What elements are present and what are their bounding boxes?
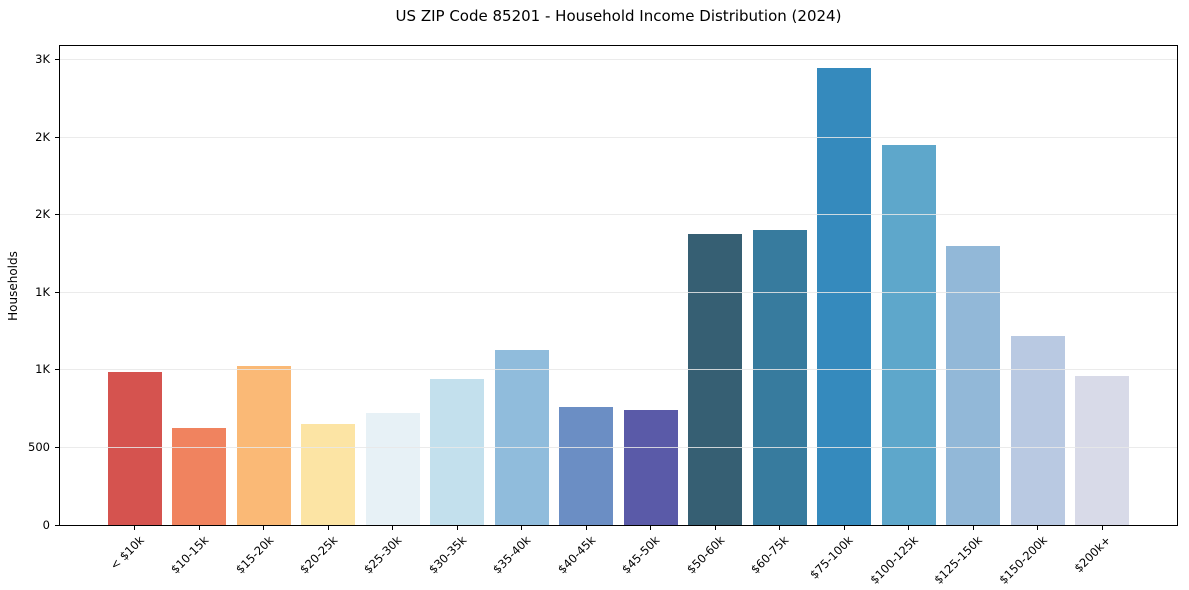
x-tick-label: $35-40k	[490, 533, 534, 577]
x-tick-label: $40-45k	[554, 533, 599, 577]
x-tick-mark	[521, 526, 523, 530]
x-tick-mark	[908, 526, 910, 530]
y-tick-label: 500	[28, 439, 50, 454]
x-tick-label: $150-200k	[995, 533, 1050, 587]
x-tick-mark	[456, 526, 458, 530]
y-tick-mark	[55, 524, 59, 526]
x-tick-mark	[263, 526, 265, 530]
bar-$60-75k	[752, 230, 807, 525]
bar-$50-60k	[688, 233, 743, 525]
bar-$20-25k	[301, 424, 356, 525]
x-tick-mark	[134, 526, 136, 530]
y-tick-mark	[55, 369, 59, 371]
gridline	[60, 291, 1177, 293]
bar-$15-20k	[236, 366, 291, 525]
y-tick-mark	[55, 136, 59, 138]
x-tick-label: $30-35k	[425, 533, 470, 577]
x-tick-mark	[198, 526, 200, 530]
y-tick-label: 1K	[35, 284, 50, 299]
x-tick-mark	[843, 526, 845, 530]
x-tick-mark	[1037, 526, 1039, 530]
x-tick-mark	[650, 526, 652, 530]
bar-$100-125k	[881, 145, 936, 525]
x-tick-label: $10-15k	[167, 533, 212, 577]
bar-$40-45k	[559, 407, 614, 525]
y-tick-label: 0	[42, 517, 50, 532]
x-tick-mark	[1101, 526, 1103, 530]
bar-$125-150k	[946, 245, 1001, 525]
x-tick-label: $20-25k	[296, 533, 341, 577]
y-tick-label: 1K	[35, 362, 50, 377]
y-tick-mark	[55, 446, 59, 448]
gridline	[60, 446, 1177, 448]
y-tick-mark	[55, 59, 59, 61]
bar-$150-200k	[1010, 335, 1065, 525]
x-tick-mark	[779, 526, 781, 530]
x-tick-label: $125-150k	[931, 533, 985, 587]
x-tick-label: $25-30k	[361, 533, 405, 577]
y-tick-label: 2K	[35, 129, 50, 144]
x-tick-label: $15-20k	[232, 533, 276, 577]
x-tick-label: < $10k	[107, 533, 147, 573]
bar-$45-50k	[623, 410, 678, 525]
x-tick-label: $45-50k	[619, 533, 663, 577]
x-tick-mark	[714, 526, 716, 530]
y-tick-mark	[55, 291, 59, 293]
x-tick-label: $50-60k	[683, 533, 728, 577]
bar-$35-40k	[494, 349, 549, 525]
bar-$200k+	[1075, 376, 1130, 525]
bar-$10-15k	[172, 428, 227, 525]
gridline	[60, 369, 1177, 371]
y-tick-label: 2K	[35, 207, 50, 222]
x-tick-label: $75-100k	[807, 533, 857, 582]
gridline	[60, 214, 1177, 216]
y-tick-mark	[55, 214, 59, 216]
x-tick-mark	[327, 526, 329, 530]
x-tick-mark	[972, 526, 974, 530]
gridline	[60, 136, 1177, 138]
y-tick-label: 3K	[35, 52, 50, 67]
bar-$25-30k	[365, 413, 420, 525]
bar-$75-100k	[817, 67, 872, 525]
x-tick-label: $200k+	[1071, 533, 1114, 576]
x-tick-label: $60-75k	[748, 533, 792, 577]
plot-area	[59, 45, 1178, 526]
gridline	[60, 59, 1177, 61]
bar-$30-35k	[430, 378, 485, 525]
x-tick-label: $100-125k	[866, 533, 921, 587]
x-tick-mark	[585, 526, 587, 530]
x-tick-mark	[392, 526, 394, 530]
bar-< $10k	[107, 371, 162, 525]
chart-title: US ZIP Code 85201 - Household Income Dis…	[395, 7, 842, 25]
